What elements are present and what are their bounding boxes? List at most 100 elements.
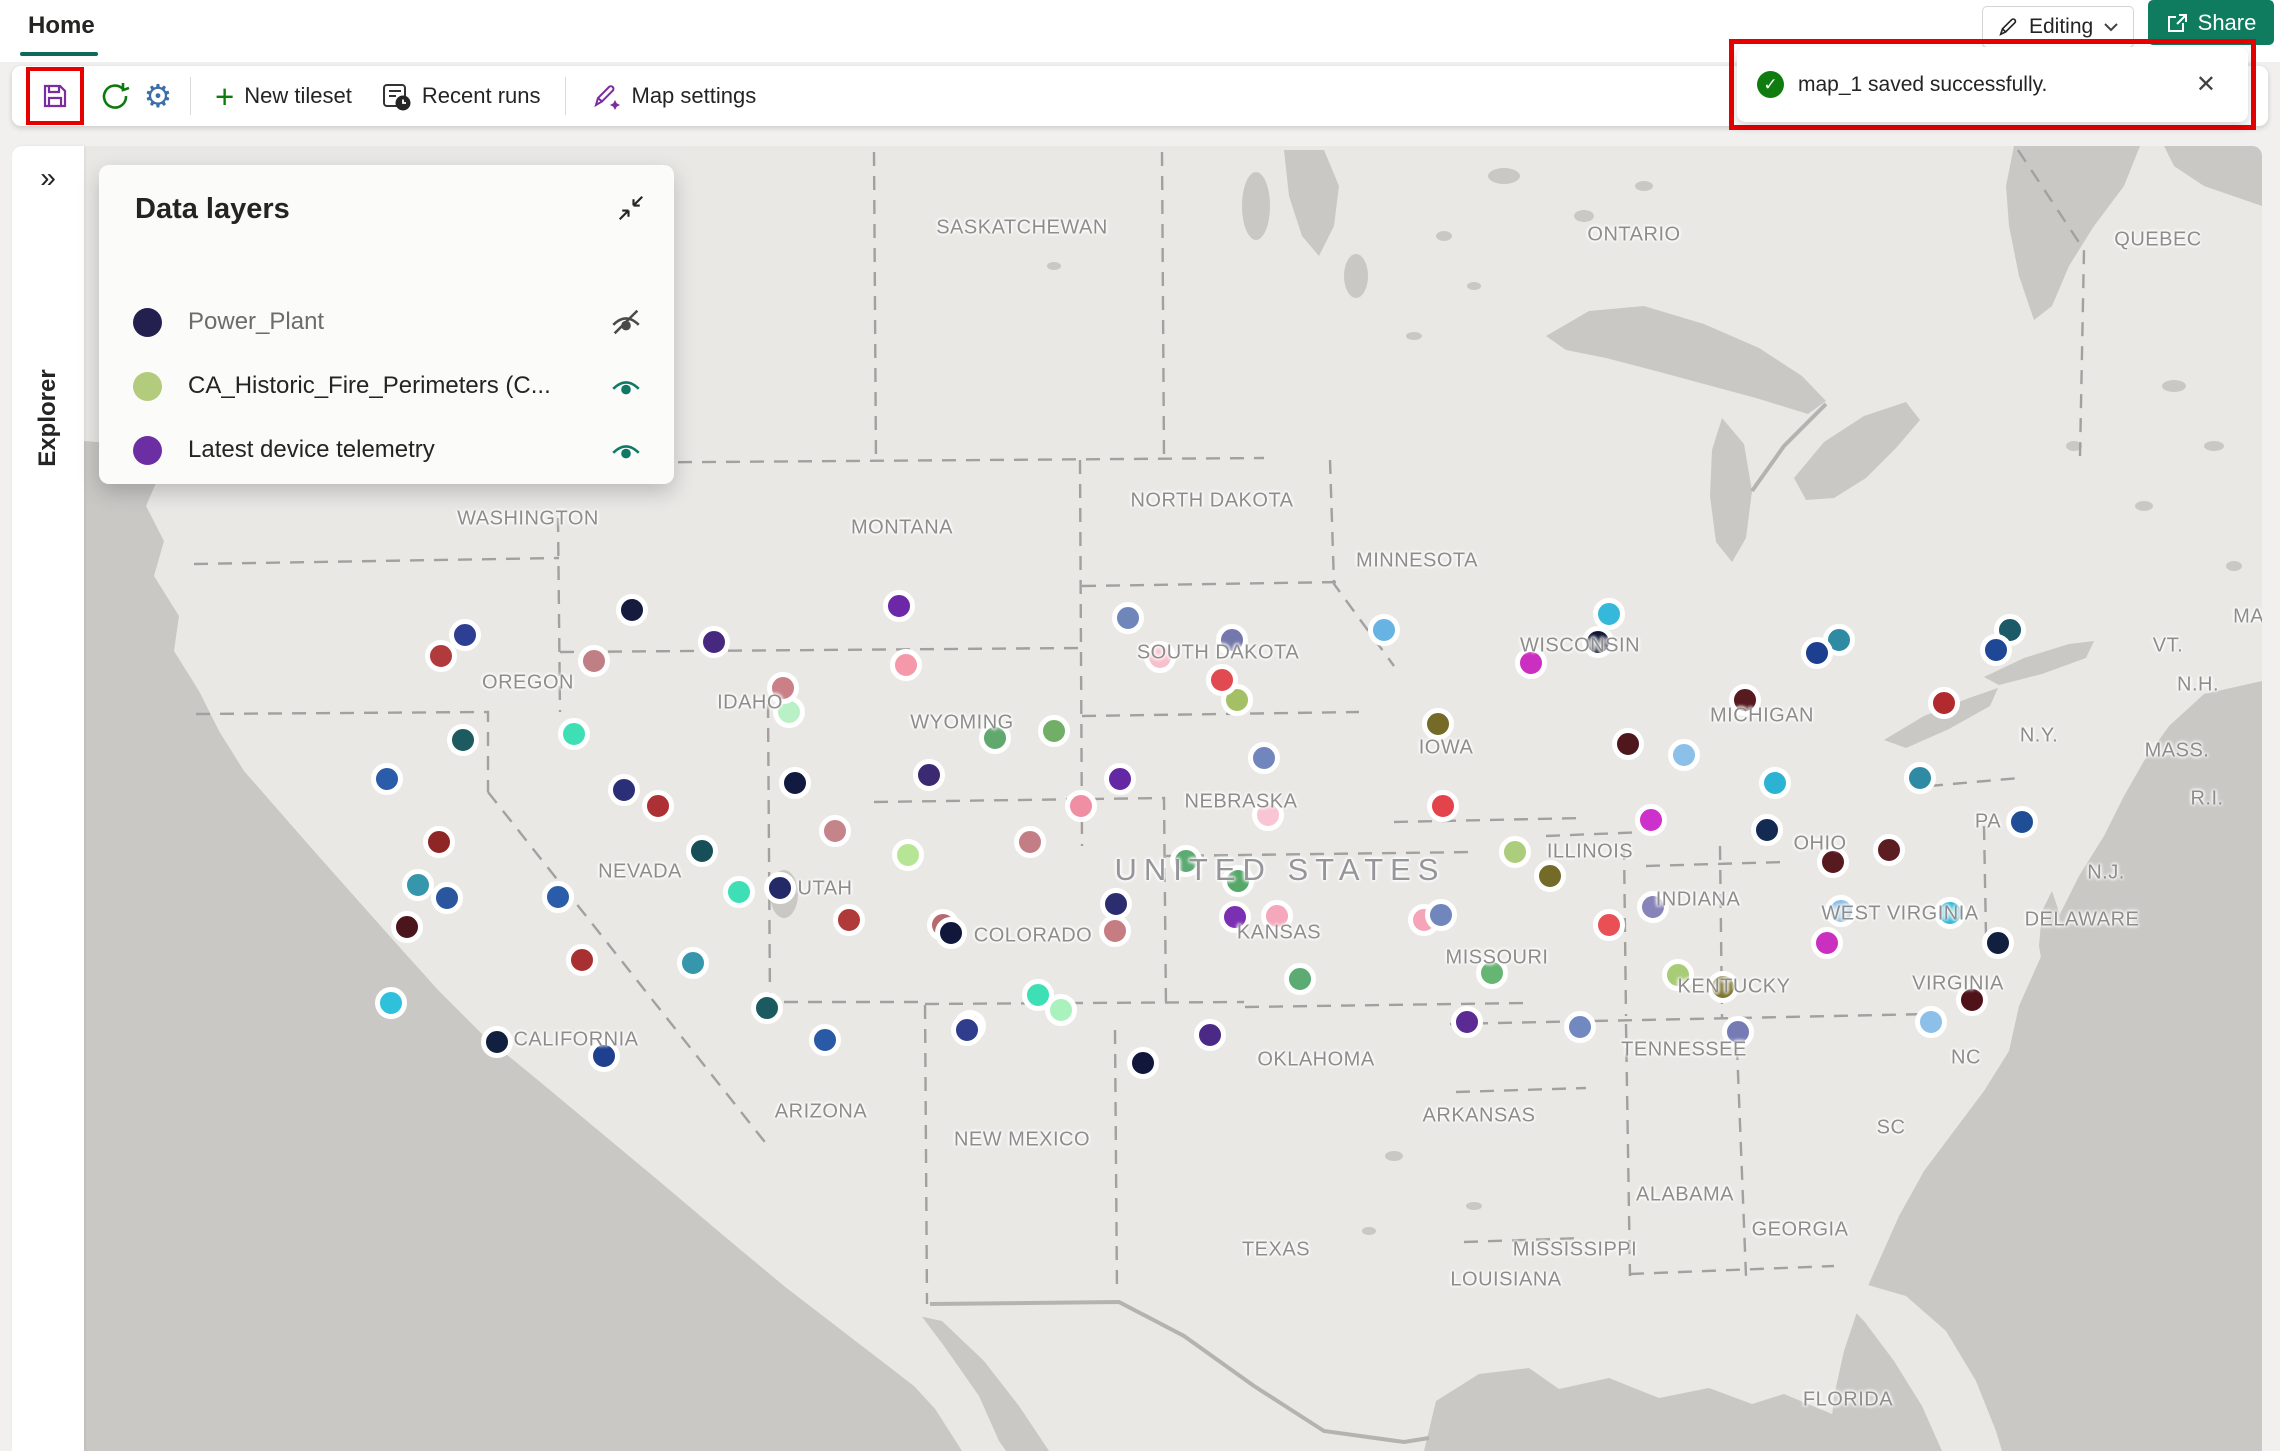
map-dot[interactable]: [588, 1040, 620, 1072]
map-dot[interactable]: [1635, 804, 1667, 836]
map-dot[interactable]: [767, 672, 799, 704]
map-dot[interactable]: [1637, 891, 1669, 923]
map-dot[interactable]: [913, 759, 945, 791]
map-dot[interactable]: [935, 917, 967, 949]
layer-row-device-telemetry[interactable]: Latest device telemetry: [99, 419, 674, 481]
map-dot[interactable]: [1499, 836, 1531, 868]
map-dot[interactable]: [1593, 909, 1625, 941]
map-dot[interactable]: [616, 594, 648, 626]
map-dot[interactable]: [779, 767, 811, 799]
map-dot[interactable]: [1451, 1006, 1483, 1038]
map-dot[interactable]: [1248, 742, 1280, 774]
map-dot[interactable]: [764, 872, 796, 904]
tab-home[interactable]: Home: [28, 12, 95, 39]
map-dot[interactable]: [642, 790, 674, 822]
map-dot[interactable]: [892, 839, 924, 871]
map-dot[interactable]: [1170, 845, 1202, 877]
map-dot[interactable]: [1668, 739, 1700, 771]
visibility-on-button[interactable]: [606, 432, 646, 468]
map-dot[interactable]: [1662, 959, 1694, 991]
toast-close-button[interactable]: ✕: [2195, 71, 2216, 98]
map-dot[interactable]: [1476, 957, 1508, 989]
map-settings-button[interactable]: Map settings: [576, 74, 771, 118]
map-dot[interactable]: [431, 882, 463, 914]
map-dot[interactable]: [686, 835, 718, 867]
map-dot[interactable]: [391, 911, 423, 943]
map-dot[interactable]: [375, 987, 407, 1019]
map-dot[interactable]: [1729, 684, 1761, 716]
map-dot[interactable]: [1206, 664, 1238, 696]
map-dot[interactable]: [1801, 637, 1833, 669]
map-dot[interactable]: [1014, 826, 1046, 858]
map-dot[interactable]: [1112, 602, 1144, 634]
map-dot[interactable]: [1811, 927, 1843, 959]
map-dot[interactable]: [1582, 626, 1614, 658]
new-tileset-button[interactable]: + New tileset: [201, 74, 366, 118]
map-dot[interactable]: [566, 944, 598, 976]
map-dot[interactable]: [1219, 901, 1251, 933]
map-canvas[interactable]: SASKATCHEWAN ONTARIO QUEBEC WASHINGTON MONTA…: [84, 146, 2262, 1451]
map-dot[interactable]: [542, 881, 574, 913]
map-dot[interactable]: [1612, 728, 1644, 760]
map-dot[interactable]: [1915, 1006, 1947, 1038]
collapse-panel-button[interactable]: [614, 191, 648, 225]
map-dot[interactable]: [833, 904, 865, 936]
map-dot[interactable]: [1759, 767, 1791, 799]
map-dot[interactable]: [1099, 915, 1131, 947]
map-dot[interactable]: [1956, 984, 1988, 1016]
map-dot[interactable]: [1722, 1016, 1754, 1048]
map-dot[interactable]: [1982, 927, 2014, 959]
layer-row-power-plant[interactable]: Power_Plant: [99, 291, 674, 353]
map-dot[interactable]: [1825, 895, 1857, 927]
map-dot[interactable]: [1707, 971, 1739, 1003]
map-dot[interactable]: [1873, 834, 1905, 866]
map-dot[interactable]: [1425, 899, 1457, 931]
map-dot[interactable]: [481, 1026, 513, 1058]
map-dot[interactable]: [1022, 979, 1054, 1011]
map-dot[interactable]: [1284, 963, 1316, 995]
map-dot[interactable]: [423, 826, 455, 858]
map-dot[interactable]: [447, 724, 479, 756]
map-dot[interactable]: [819, 815, 851, 847]
map-dot[interactable]: [1593, 598, 1625, 630]
map-dot[interactable]: [1817, 846, 1849, 878]
settings-button[interactable]: ⚙: [136, 74, 180, 118]
map-dot[interactable]: [1422, 708, 1454, 740]
map-dot[interactable]: [402, 869, 434, 901]
visibility-on-button[interactable]: [606, 368, 646, 404]
map-dot[interactable]: [751, 992, 783, 1024]
map-dot[interactable]: [1928, 687, 1960, 719]
map-dot[interactable]: [1216, 624, 1248, 656]
map-dot[interactable]: [1252, 799, 1284, 831]
map-dot[interactable]: [1222, 865, 1254, 897]
layer-row-fire-perimeters[interactable]: CA_Historic_Fire_Perimeters (C...: [99, 355, 674, 417]
map-dot[interactable]: [449, 619, 481, 651]
expand-panel-icon[interactable]: »: [40, 162, 56, 193]
map-dot[interactable]: [951, 1014, 983, 1046]
map-dot[interactable]: [1045, 994, 1077, 1026]
map-dot[interactable]: [1065, 790, 1097, 822]
recent-runs-button[interactable]: Recent runs: [366, 74, 555, 118]
map-dot[interactable]: [1127, 1047, 1159, 1079]
map-dot[interactable]: [883, 590, 915, 622]
map-dot[interactable]: [1564, 1011, 1596, 1043]
map-dot[interactable]: [1104, 763, 1136, 795]
refresh-button[interactable]: [92, 74, 136, 118]
map-dot[interactable]: [425, 640, 457, 672]
map-dot[interactable]: [1144, 641, 1176, 673]
map-dot[interactable]: [698, 626, 730, 658]
map-dot[interactable]: [1751, 814, 1783, 846]
map-dot[interactable]: [723, 876, 755, 908]
map-dot[interactable]: [578, 645, 610, 677]
map-dot[interactable]: [809, 1024, 841, 1056]
map-dot[interactable]: [1261, 900, 1293, 932]
map-dot[interactable]: [2006, 806, 2038, 838]
map-dot[interactable]: [1368, 614, 1400, 646]
map-dot[interactable]: [1534, 860, 1566, 892]
map-dot[interactable]: [890, 649, 922, 681]
map-dot[interactable]: [371, 763, 403, 795]
map-dot[interactable]: [1515, 647, 1547, 679]
map-dot[interactable]: [1980, 634, 2012, 666]
map-dot[interactable]: [558, 718, 590, 750]
share-button[interactable]: Share: [2148, 0, 2274, 45]
